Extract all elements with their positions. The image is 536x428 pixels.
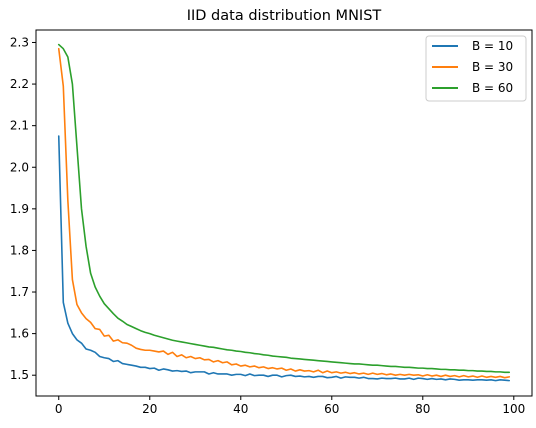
legend-label-b60: B = 60	[472, 81, 513, 95]
series-line-1	[57, 47, 511, 379]
x-tick-label: 100	[502, 402, 525, 416]
x-tick-label: 20	[142, 402, 157, 416]
y-tick-label: 2.1	[10, 119, 29, 133]
y-tick-label: 1.5	[10, 368, 29, 382]
series-layer	[57, 43, 511, 382]
y-tick-label: 2.0	[10, 160, 29, 174]
legend: B = 10 B = 30 B = 60	[425, 35, 527, 102]
plot-area: 0 20 40 60 80 100 1.5 1.6 1.7 1.8 1.9 2.0 2.1 2.2 2.3	[10, 29, 533, 416]
x-tick-label: 80	[415, 402, 430, 416]
y-axis: 1.5 1.6 1.7 1.8 1.9 2.0 2.1 2.2 2.3	[10, 35, 36, 382]
y-tick-label: 1.8	[10, 243, 29, 257]
x-tick-label: 0	[55, 402, 63, 416]
y-tick-label: 1.7	[10, 285, 29, 299]
chart-title: IID data distribution MNIST	[187, 8, 382, 24]
series-line-2	[57, 43, 511, 374]
y-tick-label: 1.6	[10, 327, 29, 341]
x-axis: 0 20 40 60 80 100	[55, 396, 525, 416]
y-tick-label: 1.9	[10, 202, 29, 216]
legend-label-b10: B = 10	[472, 39, 513, 53]
x-tick-label: 60	[324, 402, 339, 416]
legend-box	[425, 35, 527, 102]
plot-frame	[35, 29, 533, 397]
y-tick-label: 2.3	[10, 35, 29, 49]
series-line-0	[57, 135, 511, 382]
x-tick-label: 40	[233, 402, 248, 416]
y-tick-label: 2.2	[10, 77, 29, 91]
legend-label-b30: B = 30	[472, 60, 513, 74]
